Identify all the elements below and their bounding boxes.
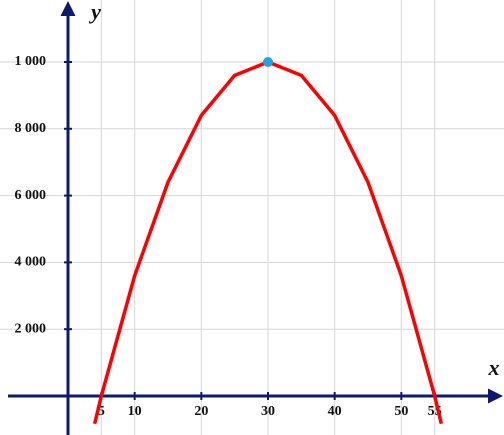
x-axis-label: x [488,355,500,380]
x-tick-label: 10 [128,404,142,419]
x-tick-label: 20 [194,404,208,419]
y-tick-label: 1 000 [15,54,47,69]
x-tick-label: 30 [261,404,275,419]
y-tick-label: 4 000 [15,255,47,270]
x-tick-label: 50 [394,404,408,419]
y-tick-label: 8 000 [15,121,47,136]
y-axis-label: y [88,0,101,24]
x-tick-label: 5 [98,404,105,419]
x-tick-label: 40 [328,404,342,419]
vertex-point [263,56,273,67]
y-tick-label: 6 000 [15,188,47,203]
marks [92,56,444,425]
y-tick-label: 2 000 [15,321,47,336]
